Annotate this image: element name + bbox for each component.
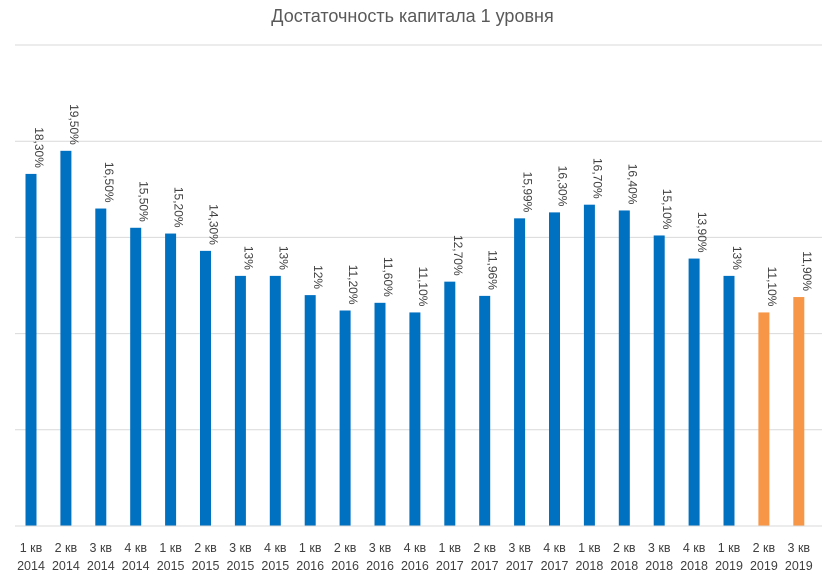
x-tick-label: 3 кв [788,541,811,555]
x-tick-label: 2016 [366,559,394,573]
data-label: 15,50% [137,181,151,222]
data-label: 13% [730,246,744,270]
x-tick-label: 1 кв [439,541,462,555]
bar [723,275,735,526]
x-tick-label: 1 кв [718,541,741,555]
data-label: 13% [241,246,255,270]
x-tick-label: 2014 [122,559,150,573]
bar [95,208,107,527]
x-tick-label: 2019 [715,559,743,573]
x-tick-label: 2018 [645,559,673,573]
data-label: 11,60% [381,257,395,297]
data-label: 12,70% [451,235,465,276]
x-tick-label: 4 кв [264,541,287,555]
x-tick-label: 4 кв [124,541,147,555]
data-label: 13% [276,246,290,270]
x-tick-label: 2016 [296,559,324,573]
x-tick-label: 1 кв [159,541,182,555]
bar [60,150,72,526]
x-tick-label: 2018 [680,559,708,573]
bar [688,258,700,526]
bar [234,275,246,526]
bar [269,275,281,526]
x-tick-label: 2014 [87,559,115,573]
x-tick-label: 2017 [541,559,569,573]
x-tick-label: 4 кв [543,541,566,555]
bar [549,212,560,526]
bar [200,250,211,527]
chart-title: Достаточность капитала 1 уровня [271,6,554,26]
x-tick-label: 2016 [331,559,359,573]
bar [130,227,142,526]
x-tick-label: 2014 [52,559,80,573]
data-label: 19,50% [67,104,81,145]
x-tick-label: 2019 [785,559,813,573]
bar [479,295,491,526]
bar [409,312,421,526]
data-label: 16,70% [590,158,604,199]
x-tick-label: 2 кв [753,541,776,555]
bar [339,310,351,526]
data-label: 15,10% [660,189,674,230]
x-tick-label: 2015 [192,559,220,573]
x-tick-label: 2017 [471,559,499,573]
data-label: 13,90% [695,212,709,253]
data-label: 12% [311,265,325,289]
x-tick-label: 3 кв [369,541,392,555]
x-tick-label: 3 кв [90,541,113,555]
x-tick-label: 4 кв [404,541,427,555]
x-tick-label: 1 кв [20,541,43,555]
x-tick-label: 4 кв [683,541,706,555]
bar [653,235,665,526]
x-tick-label: 3 кв [229,541,252,555]
data-label: 14,30% [207,204,221,245]
x-tick-label: 2015 [226,559,254,573]
bar [374,302,386,526]
x-tick-label: 2015 [261,559,289,573]
bar [25,173,37,526]
data-label: 11,20% [346,265,360,305]
x-tick-label: 3 кв [508,541,531,555]
data-label: 11,90% [800,251,814,291]
x-tick-label: 2016 [401,559,429,573]
x-tick-label: 2 кв [194,541,217,555]
x-tick-label: 2 кв [334,541,357,555]
x-tick-label: 3 кв [648,541,671,555]
data-label: 16,40% [625,164,639,205]
x-tick-label: 2015 [157,559,185,573]
bar [514,218,526,526]
x-tick-label: 2018 [610,559,638,573]
x-tick-label: 1 кв [299,541,322,555]
bar [793,297,805,526]
x-tick-label: 2 кв [473,541,496,555]
x-tick-label: 2014 [17,559,45,573]
bar [758,312,770,526]
data-label: 16,30% [556,166,570,207]
data-label: 15,99% [521,172,535,213]
data-label: 11,96% [486,250,500,290]
x-tick-label: 2019 [750,559,778,573]
x-tick-label: 2 кв [55,541,78,555]
bar [165,233,177,526]
x-tick-label: 2018 [575,559,603,573]
x-tick-label: 2017 [436,559,464,573]
x-tick-label: 1 кв [578,541,601,555]
data-label: 11,10% [416,267,430,307]
bar [444,281,456,526]
bar [304,295,316,526]
bar [583,204,595,526]
bar [618,210,630,527]
data-label: 15,20% [172,187,186,228]
data-label: 16,50% [102,162,116,203]
data-label: 18,30% [32,127,46,168]
x-tick-label: 2 кв [613,541,636,555]
data-label: 11,10% [765,267,779,307]
x-tick-label: 2017 [506,559,534,573]
